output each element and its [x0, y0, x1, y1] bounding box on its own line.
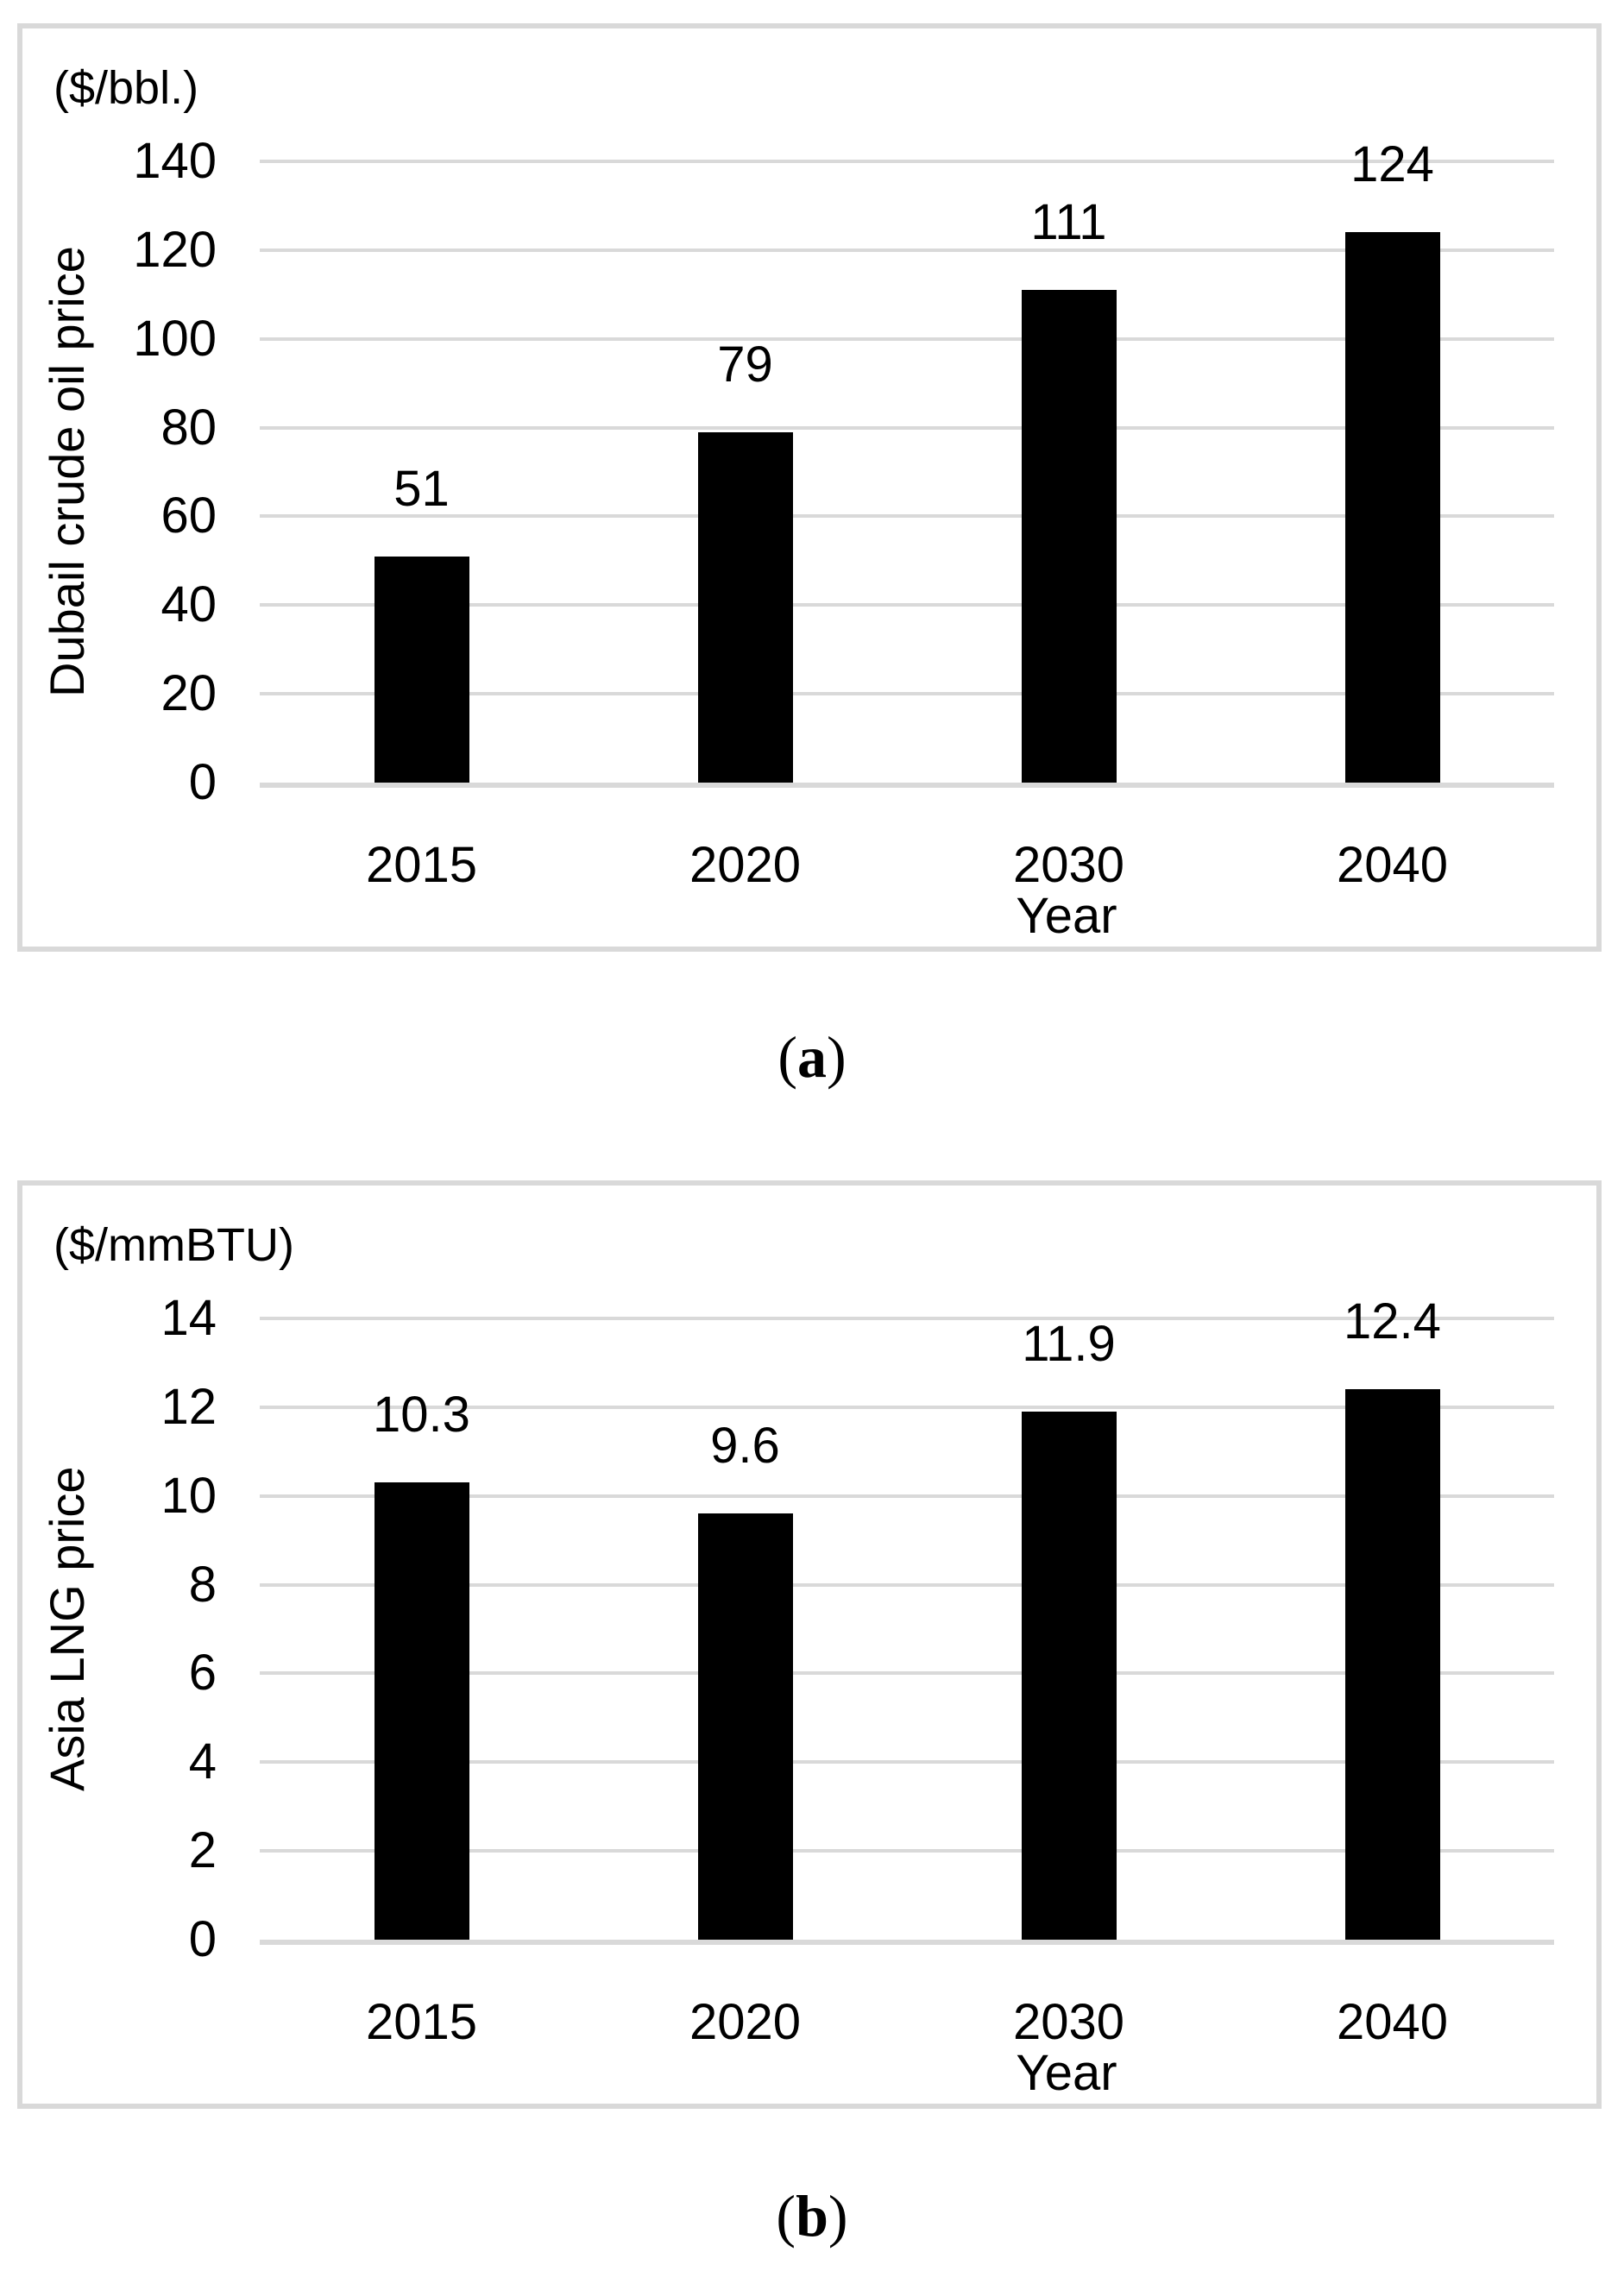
y-tick-label: 80 [161, 399, 217, 456]
bar [1021, 290, 1117, 783]
bar [1021, 1412, 1117, 1940]
gridline [260, 1849, 1554, 1853]
caption-paren-close: ) [828, 2183, 848, 2249]
gridline [260, 1760, 1554, 1764]
y-tick-label: 20 [161, 665, 217, 721]
y-tick-label: 60 [161, 488, 217, 544]
x-tick-label: 2040 [1336, 1994, 1449, 2050]
unit-label: ($/bbl.) [54, 62, 199, 114]
gridline [260, 337, 1554, 341]
bar-value-label: 124 [1350, 136, 1434, 192]
x-tick-label: 2015 [365, 837, 478, 893]
gridline [260, 1583, 1554, 1587]
bar-value-label: 9.6 [710, 1418, 780, 1474]
y-tick-label: 140 [133, 133, 217, 189]
gridline [260, 1671, 1554, 1675]
gridline [260, 160, 1554, 163]
x-axis-label: Year [1016, 888, 1117, 944]
x-tick-label: 2030 [1012, 837, 1125, 893]
plot-area: 14 12 10 8 6 4 2 0 10.3 2015 9.6 2020 11.9 2030 12.4 20… [161, 1290, 1554, 2050]
bar-value-label: 79 [717, 337, 773, 393]
y-tick-label: 14 [161, 1290, 217, 1346]
y-tick-label: 0 [188, 754, 217, 810]
bar-value-label: 111 [1030, 194, 1107, 250]
gridline [260, 1317, 1554, 1320]
gridline [260, 426, 1554, 430]
bar [697, 432, 793, 783]
bar-value-label: 51 [393, 461, 450, 517]
caption-letter: a [797, 1024, 827, 1090]
gridline [260, 1494, 1554, 1498]
plot-area: 140 120 100 80 60 40 20 0 51 2015 79 2020 111 2030 124… [133, 133, 1554, 893]
gridline [260, 692, 1554, 695]
y-tick-label: 120 [133, 222, 217, 278]
y-tick-label: 0 [188, 1911, 217, 1967]
bar-value-label: 12.4 [1344, 1293, 1441, 1349]
x-tick-label: 2040 [1336, 837, 1449, 893]
gridline [260, 1940, 1554, 1945]
gridline [260, 783, 1554, 788]
x-tick-label: 2030 [1012, 1994, 1125, 2050]
gridline [260, 1406, 1554, 1409]
gridline [260, 603, 1554, 607]
y-tick-label: 12 [161, 1379, 217, 1435]
unit-label: ($/mmBTU) [54, 1219, 294, 1271]
y-tick-label: 8 [188, 1557, 217, 1613]
x-tick-label: 2020 [689, 837, 802, 893]
bar-value-label: 10.3 [373, 1387, 470, 1443]
bar-value-label: 11.9 [1022, 1316, 1116, 1372]
bar [374, 1482, 469, 1940]
caption-letter: b [796, 2183, 828, 2249]
caption-paren-open: ( [777, 1024, 797, 1090]
y-tick-label: 100 [133, 311, 217, 367]
bar [1344, 232, 1440, 783]
x-tick-label: 2015 [365, 1994, 478, 2050]
y-tick-label: 6 [188, 1645, 217, 1701]
y-tick-label: 4 [188, 1733, 217, 1790]
x-tick-label: 2020 [689, 1994, 802, 2050]
y-tick-label: 40 [161, 576, 217, 632]
caption-paren-close: ) [827, 1024, 847, 1090]
bar [697, 1513, 793, 1940]
caption-paren-open: ( [776, 2183, 796, 2249]
gridline [260, 248, 1554, 252]
y-tick-label: 10 [161, 1468, 217, 1524]
panel-b: ($/mmBTU) Asia LNG price 14 12 10 8 6 4 2 0 10.3… [17, 1180, 1602, 2109]
x-axis-label: Year [1016, 2045, 1117, 2101]
panel-a: ($/bbl.) Dubail crude oil price 140 120 10… [17, 23, 1602, 952]
caption-a: (a) [0, 1022, 1624, 1091]
bar [374, 557, 469, 783]
y-tick-label: 2 [188, 1822, 217, 1878]
caption-b: (b) [0, 2181, 1624, 2250]
bar [1344, 1389, 1440, 1940]
gridline [260, 514, 1554, 518]
